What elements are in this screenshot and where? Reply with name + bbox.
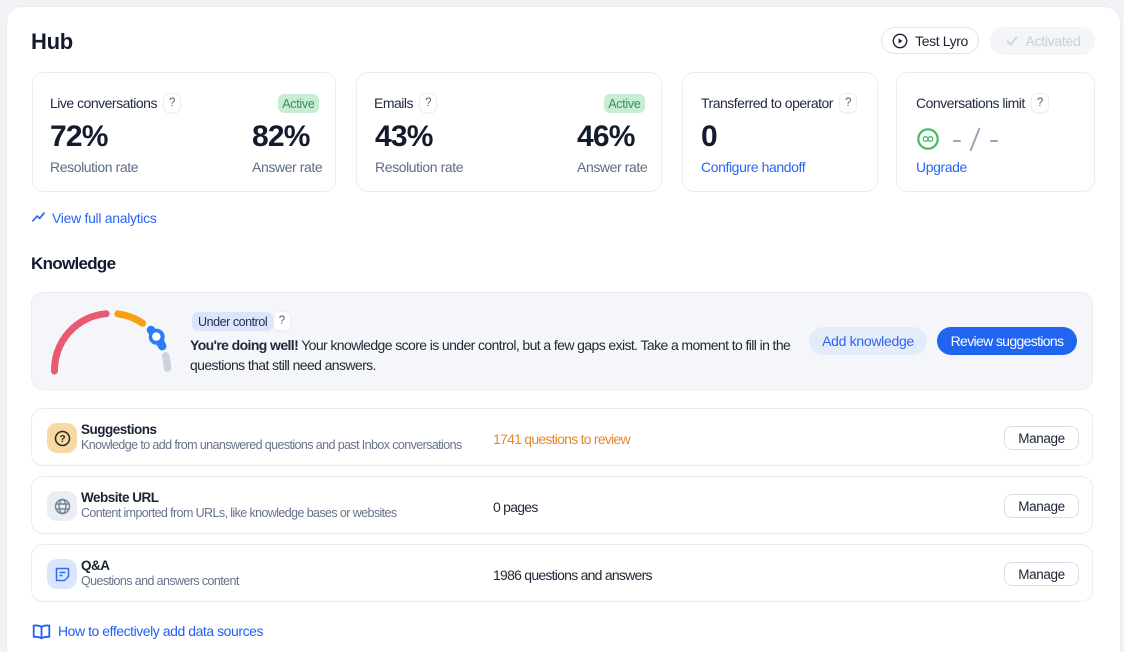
svg-text:?: ?: [59, 434, 65, 445]
